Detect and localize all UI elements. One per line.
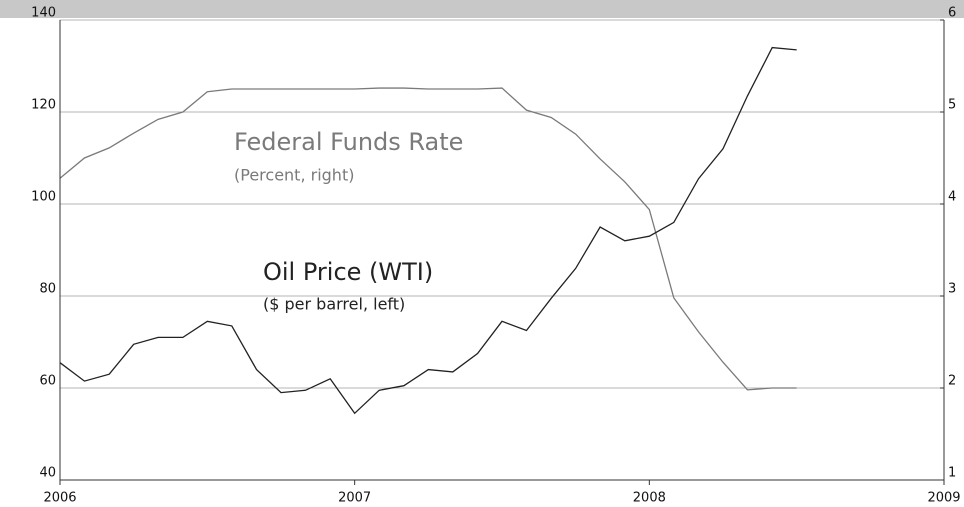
y-tick-label: 40 [39,466,56,481]
y2-tick-label: 5 [948,98,956,113]
y2-tick-label: 3 [948,282,956,297]
x-tick-label: 2009 [927,491,960,506]
annotation-sub: ($ per barrel, left) [263,295,405,314]
annotation: Federal Funds Rate [234,128,463,156]
plot-area [60,20,944,480]
x-tick-label: 2006 [43,491,76,506]
x-tick-label: 2007 [338,491,371,506]
annotation: Oil Price (WTI) [263,258,433,286]
x-tick-label: 2008 [633,491,666,506]
y2-tick-label: 6 [948,6,956,21]
y2-tick-label: 1 [948,466,956,481]
y-tick-label: 140 [31,6,56,21]
annotation-sub: (Percent, right) [234,166,354,185]
top-band [0,0,964,18]
y-tick-label: 120 [31,98,56,113]
y-tick-label: 60 [39,374,56,389]
series-line [59,46,797,415]
lines [59,46,797,415]
y-tick-label: 100 [31,190,56,205]
y2-tick-label: 2 [948,374,956,389]
y-tick-label: 80 [39,282,56,297]
series-line [59,87,797,391]
y2-tick-label: 4 [948,190,956,205]
